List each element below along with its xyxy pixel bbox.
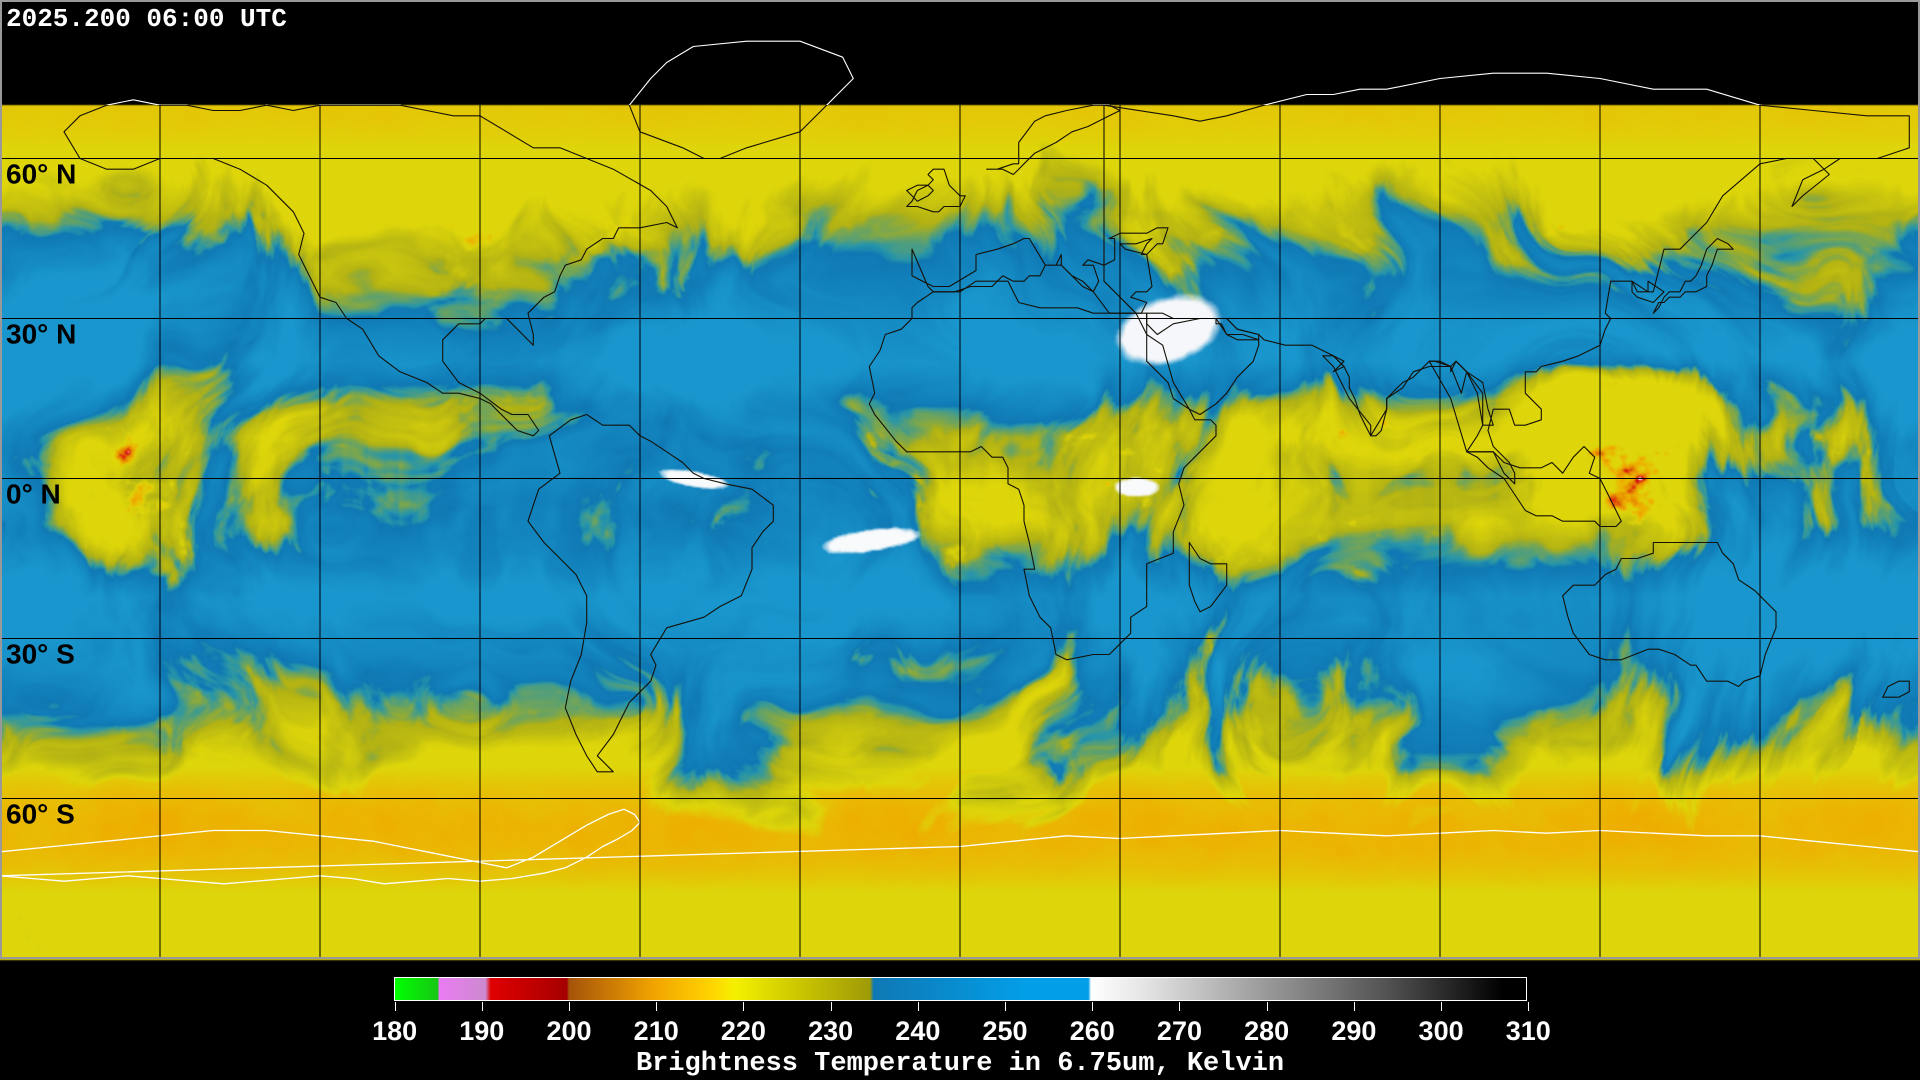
- svg-text:0° N: 0° N: [6, 479, 61, 510]
- svg-text:30° S: 30° S: [6, 639, 75, 670]
- svg-text:30° N: 30° N: [6, 319, 76, 350]
- svg-text:2025.200 06:00 UTC: 2025.200 06:00 UTC: [6, 4, 287, 34]
- svg-text:60° S: 60° S: [6, 799, 75, 830]
- svg-text:60° N: 60° N: [6, 159, 76, 190]
